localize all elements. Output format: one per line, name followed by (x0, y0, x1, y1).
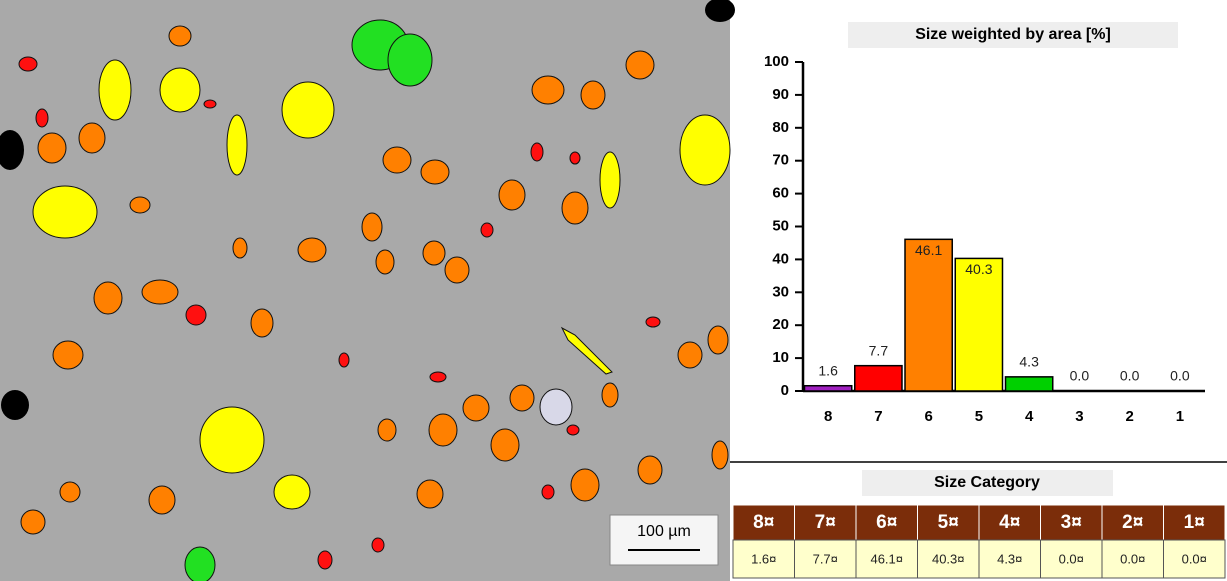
bar (854, 364, 903, 392)
header-cell (1101, 504, 1164, 541)
x-tick-label: 5 (975, 408, 983, 425)
red-particles (18, 56, 661, 570)
particle (199, 406, 265, 474)
particle (281, 81, 335, 139)
x-tick-label: 7 (874, 408, 882, 425)
bar (1004, 376, 1054, 392)
value-label: 7.7 (869, 342, 889, 358)
value-label: 46.1 (915, 242, 942, 258)
cell-text: 46.1¤ (870, 551, 903, 566)
particle (599, 151, 621, 209)
header-cell (855, 504, 918, 541)
y-tick-label: 10 (772, 349, 789, 366)
particle (159, 67, 201, 113)
table-title-background (862, 470, 1113, 496)
x-tick-label: 2 (1125, 408, 1133, 425)
cell-text: 0.0¤ (1120, 551, 1145, 566)
cell (732, 539, 795, 579)
cell-text: 0.0¤ (1059, 551, 1084, 566)
orange-particles (20, 25, 729, 535)
bar-chart: 0 10 20 30 40 50 60 70 80 90 100 8 1.6 7 7.7 6 46.1 5 40.3… (764, 53, 1205, 425)
y-tick-label: 90 (772, 86, 789, 103)
bar (803, 384, 853, 392)
cell (794, 539, 857, 579)
value-label: 40.3 (965, 261, 992, 277)
chart-title-background (848, 22, 1178, 48)
bar (904, 238, 953, 392)
x-tick-label: 4 (1025, 408, 1034, 425)
y-tick-label: 0 (781, 382, 789, 399)
cell (1163, 539, 1226, 579)
y-tick-label: 30 (772, 283, 789, 300)
value-label: 0.0 (1070, 368, 1090, 384)
y-tick-label: 70 (772, 152, 789, 169)
x-tick-label: 1 (1176, 408, 1184, 425)
value-label: 1.6 (818, 362, 838, 378)
scale-bar-box (609, 514, 719, 566)
bar (954, 257, 1004, 392)
x-tick-label: 8 (824, 408, 832, 425)
header-text: 6¤ (876, 512, 898, 533)
particle (98, 59, 132, 121)
micrograph: 100 µm (0, 0, 735, 581)
table-title: Size Category (934, 474, 1040, 491)
header-cell (732, 504, 795, 541)
y-tick-label: 100 (764, 53, 789, 70)
y-tick-label: 80 (772, 119, 789, 136)
value-label: 0.0 (1170, 368, 1190, 384)
particle (387, 33, 433, 87)
header-cell (1163, 504, 1226, 541)
cell-text: 4.3¤ (997, 551, 1022, 566)
y-tick-label: 20 (772, 316, 789, 333)
particle (273, 474, 311, 510)
value-label: 4.3 (1019, 354, 1039, 370)
chart-title: Size weighted by area [%] (915, 26, 1111, 43)
header-cell (978, 504, 1041, 541)
y-tick-label: 50 (772, 217, 789, 234)
x-tick-label: 3 (1075, 408, 1083, 425)
header-text: 5¤ (938, 512, 960, 533)
header-text: 2¤ (1122, 512, 1144, 533)
x-tick-label: 6 (924, 408, 932, 425)
cell-text: 7.7¤ (813, 551, 838, 566)
dark-areas (0, 0, 735, 420)
particle (32, 185, 98, 239)
particle (679, 114, 731, 186)
header-text: 8¤ (753, 512, 775, 533)
particle (184, 546, 216, 581)
cell-text: 40.3¤ (932, 551, 965, 566)
cell-text: 1.6¤ (751, 551, 776, 566)
particle (226, 114, 248, 176)
particle (539, 388, 573, 426)
cell (1101, 539, 1164, 579)
value-label: 0.0 (1120, 368, 1140, 384)
cell (855, 539, 918, 579)
cell (978, 539, 1041, 579)
particle (560, 326, 613, 375)
header-text: 1¤ (1184, 512, 1206, 533)
header-text: 7¤ (815, 512, 837, 533)
scale-bar-label: 100 µm (637, 523, 691, 540)
header-text: 3¤ (1061, 512, 1083, 533)
cell-text: 0.0¤ (1182, 551, 1207, 566)
y-tick-label: 40 (772, 250, 789, 267)
header-text: 4¤ (999, 512, 1021, 533)
table: 8¤ 7¤ 6¤ 5¤ 4¤ 3¤ 2¤ 1¤ 1.6¤ 7.7¤ 46.1¤ 40.3¤ 4.3¤ 0.… (732, 504, 1226, 579)
cell (917, 539, 980, 579)
y-tick-label: 60 (772, 185, 789, 202)
cell (1040, 539, 1103, 579)
